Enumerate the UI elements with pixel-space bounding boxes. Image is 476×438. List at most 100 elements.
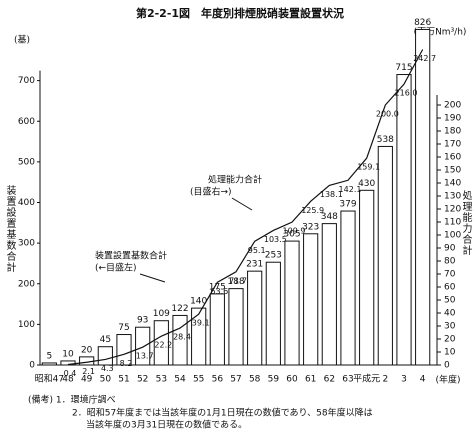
- bar: [415, 28, 431, 366]
- y2-tick-label: 190: [444, 114, 461, 124]
- bar-value-label: 253: [265, 251, 282, 261]
- y2-tick-label: 100: [444, 231, 461, 241]
- line: [67, 49, 424, 366]
- y-tick-label: 300: [18, 239, 35, 249]
- line-value-label: 13.7: [136, 352, 154, 361]
- line-value-label: 28.4: [173, 333, 191, 342]
- bar-value-label: 188: [227, 277, 244, 287]
- bar: [247, 270, 263, 366]
- y-tick-label: 200: [18, 279, 35, 289]
- y2-tick-label: 160: [444, 153, 461, 163]
- bar: [284, 240, 300, 366]
- y2-tick-label: 20: [444, 335, 456, 345]
- y-tick-label: 400: [18, 198, 35, 208]
- line-value-label: 0.4: [64, 369, 77, 378]
- annotation-arrow: [231, 197, 253, 211]
- bar-value-label: 75: [118, 323, 129, 333]
- line-value-label: 200.0: [376, 110, 399, 119]
- bar-value-label: 5: [46, 351, 52, 361]
- bar: [60, 360, 76, 366]
- y2-tick-label: 40: [444, 309, 456, 319]
- y2-tick-label: 0: [444, 361, 450, 371]
- bar: [396, 74, 412, 366]
- y2-tick-label: 180: [444, 127, 461, 137]
- x-tick-label: 53: [156, 375, 167, 385]
- y2-tick-label: 90: [444, 244, 456, 254]
- y-tick-label: 500: [18, 157, 35, 167]
- x-tick-label: 52: [137, 375, 148, 385]
- y2-axis-label: 処理能力合計: [460, 189, 472, 256]
- bar-value-label: 122: [171, 304, 188, 314]
- bar-value-label: 140: [190, 297, 207, 307]
- line-value-label: 8.2: [120, 359, 133, 368]
- bar-value-label: 715: [395, 63, 412, 73]
- x-tick-label: 51: [118, 375, 129, 385]
- y-axis-label: 装置設置基数合計: [4, 184, 16, 273]
- y-tick-label: 600: [18, 117, 35, 127]
- annotation: (←目盛左): [95, 262, 137, 274]
- x-tick-label: 58: [249, 375, 261, 385]
- bar-value-label: 323: [302, 222, 319, 232]
- y-tick-label: 700: [18, 76, 35, 86]
- bar-value-label: 305: [283, 230, 300, 240]
- bar: [228, 288, 244, 366]
- y2-tick-label: 110: [444, 218, 461, 228]
- bar-value-label: 430: [358, 179, 375, 189]
- bar: [377, 145, 393, 366]
- x-tick-label: 62: [324, 375, 335, 385]
- x-tick-label: 平成元: [353, 373, 380, 385]
- y2-unit: (百万Nm³/h): [414, 27, 467, 38]
- line-value-label: 142.1: [339, 185, 362, 194]
- line-value-label: 138.1: [320, 190, 343, 199]
- bar: [116, 334, 132, 366]
- bar-value-label: 175: [209, 282, 226, 292]
- y2-tick-label: 70: [444, 270, 456, 280]
- x-tick-label: 54: [174, 375, 186, 385]
- bar-value-label: 109: [153, 309, 170, 319]
- x-tick-label: 60: [286, 375, 298, 385]
- bar-value-label: 20: [81, 345, 93, 355]
- bar: [359, 189, 375, 366]
- line-value-label: 63.6: [210, 287, 228, 296]
- line-value-label: 216.0: [395, 89, 418, 98]
- bar: [135, 326, 151, 366]
- y2-tick-label: 30: [444, 322, 456, 332]
- x-tick-label: 48: [62, 375, 74, 385]
- y2-tick-label: 120: [444, 205, 461, 215]
- line-value-label: 71.7: [229, 276, 247, 285]
- x-tick-label: 63: [342, 375, 353, 385]
- x-tick-label: 56: [212, 375, 224, 385]
- y2-tick-label: 80: [444, 257, 456, 267]
- line-value-label: 103.5: [264, 235, 287, 244]
- annotation: 装置設置基数合計: [95, 250, 167, 262]
- line-value-label: 242.7: [413, 54, 436, 63]
- bar-value-label: 93: [137, 316, 148, 326]
- y2-tick-label: 50: [444, 296, 456, 306]
- bar-value-label: 826: [414, 18, 431, 28]
- y-tick-label: 100: [18, 320, 35, 330]
- line-value-label: 22.2: [154, 341, 172, 350]
- bar: [209, 293, 225, 366]
- x-tick-label: 55: [193, 375, 204, 385]
- line-value-label: 2.1: [82, 367, 95, 376]
- note: 当該年度の3月31日現在の数値である。: [86, 419, 247, 431]
- bar: [153, 320, 169, 366]
- line-value-label: 4.3: [101, 364, 114, 373]
- bar-value-label: 45: [100, 335, 111, 345]
- annotation-arrow: [139, 273, 166, 283]
- bar: [41, 362, 57, 366]
- line-value-label: 109.9: [283, 227, 306, 236]
- note: (備考) 1．環境庁調べ: [28, 394, 116, 406]
- x-tick-label: 59: [268, 375, 280, 385]
- bar: [265, 261, 281, 366]
- x-tick-label: 4: [420, 375, 426, 385]
- note: 2．昭和57年度までは当該年度の1月1日現在の数値であり、58年度以降は: [72, 407, 373, 419]
- y2-tick-label: 130: [444, 192, 461, 202]
- y2-tick-label: 200: [444, 101, 461, 111]
- bar-value-label: 538: [377, 135, 394, 145]
- bar-value-label: 10: [62, 349, 74, 359]
- chart-title: 第2-2-1図 年度別排煙脱硝装置設置状況: [136, 6, 344, 20]
- x-tick-label: 50: [100, 375, 112, 385]
- bar: [172, 314, 188, 366]
